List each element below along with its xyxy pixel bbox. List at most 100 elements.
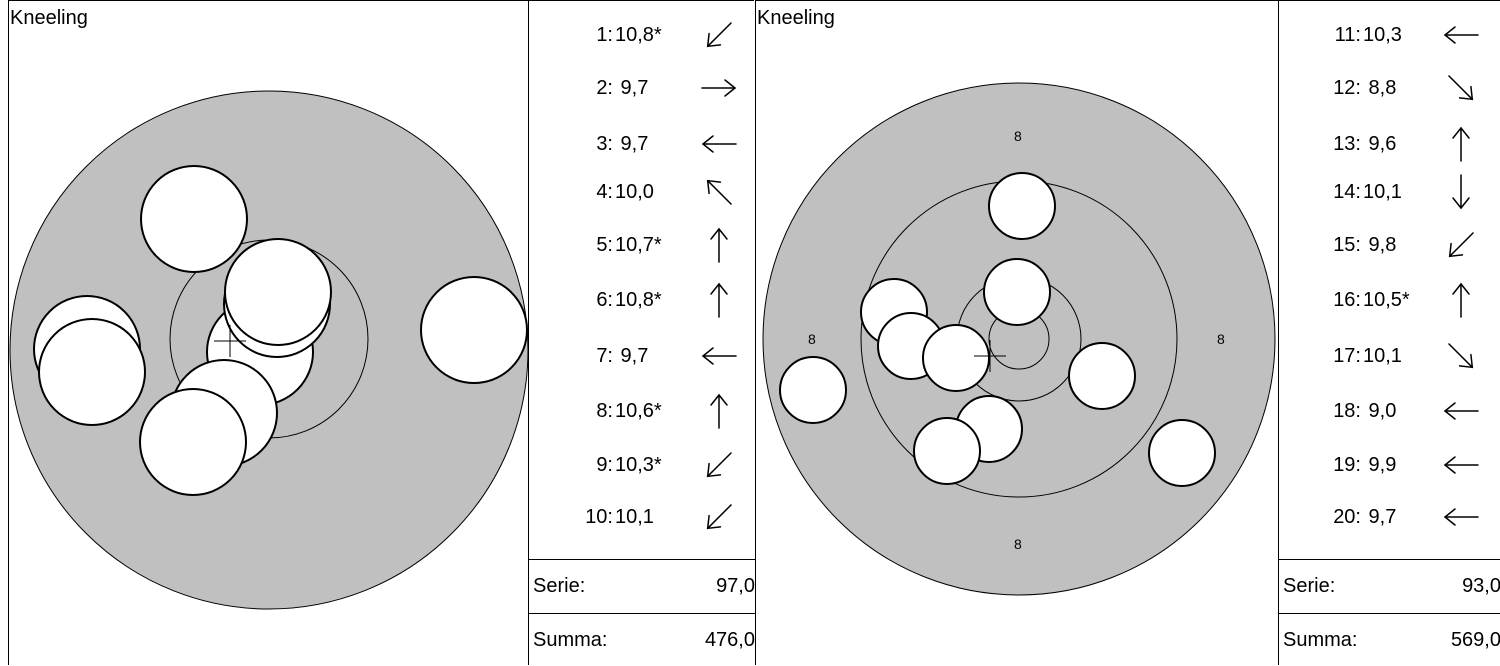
shot-number: 2: [596,77,613,99]
shot-row: 6: 10,8* [529,280,754,320]
direction-arrow-icon [699,124,739,178]
shot-row: 3: 9,7 [529,124,754,164]
shot-hole [913,417,981,485]
shot-hole [140,165,248,273]
shot-score: 9,7 [615,133,649,155]
direction-arrow-icon [1441,445,1481,499]
shot-row: 14: 10,1 [1279,172,1500,212]
shot-number: 4: [596,181,613,203]
shot-number: 12: [1333,77,1361,99]
target-outer-ring [762,82,1276,596]
shot-hole [922,324,990,392]
shot-row: 19: 9,9 [1279,445,1500,485]
shot-number: 14: [1333,181,1361,203]
direction-arrow-icon [699,68,739,122]
target-panel-2: 8 8 8 8 Kneeling [755,0,1278,665]
shot-score: 10,1 [1363,345,1402,367]
shot-score: 10,8* [615,289,662,311]
shot-hole [983,258,1051,326]
shot-score: 10,1 [615,506,654,528]
shot-score: 10,1 [1363,181,1402,203]
direction-arrow-icon [699,280,739,334]
shot-number: 10: [585,506,613,528]
shot-number: 19: [1333,454,1361,476]
shot-score: 10,6* [615,400,662,422]
shot-hole [988,172,1056,240]
shot-list-panel-2: 11: 10,3 12: 8,8 13: 9,6 14: 10,1 15: 9,8 16: 10… [1278,0,1500,665]
shot-hole [779,356,847,424]
shot-row: 20: 9,7 [1279,497,1500,537]
shot-row: 9: 10,3* [529,445,754,485]
shot-score: 8,8 [1363,77,1397,99]
direction-arrow-icon [1441,391,1481,445]
shot-row: 2: 9,7 [529,68,754,108]
target-2: 8 8 8 8 [762,82,1276,596]
shot-hole [38,318,146,426]
aim-cross [214,325,246,357]
shot-number: 8: [596,400,613,422]
direction-arrow-icon [1441,336,1481,390]
shot-hole [1068,342,1136,410]
summa-label: Summa: [533,629,608,651]
shot-row: 13: 9,6 [1279,124,1500,164]
shot-row: 12: 8,8 [1279,68,1500,108]
direction-arrow-icon [1441,124,1481,178]
shot-score: 9,7 [615,345,649,367]
direction-arrow-icon [1441,68,1481,122]
shot-hole [1148,419,1216,487]
shot-row: 8: 10,6* [529,391,754,431]
direction-arrow-icon [1441,15,1481,69]
summa-value: 569,0 [1450,629,1500,651]
direction-arrow-icon [699,391,739,445]
target-panel-1: Kneeling [8,0,529,665]
direction-arrow-icon [699,225,739,279]
shot-list-panel-1: 1: 10,8* 2: 9,7 3: 9,7 4: 10,0 5: 10,7* 6: 10,8* 7… [528,0,755,665]
shot-score: 9,7 [1363,506,1397,528]
shot-row: 17: 10,1 [1279,336,1500,376]
direction-arrow-icon [699,497,739,551]
shot-row: 4: 10,0 [529,172,754,212]
shot-number: 5: [596,234,613,256]
shot-score: 10,3 [1363,24,1402,46]
summa-row: Summa: 569,0 [1279,613,1500,665]
shot-row: 10: 10,1 [529,497,754,537]
shot-score: 9,7 [615,77,649,99]
serie-label: Serie: [533,575,586,597]
shot-score: 10,5* [1363,289,1410,311]
shot-score: 9,8 [1363,234,1397,256]
shot-number: 18: [1333,400,1361,422]
shot-number: 1: [596,24,613,46]
ring-label-right: 8 [1217,331,1225,347]
direction-arrow-icon [699,445,739,499]
direction-arrow-icon [1441,172,1481,226]
direction-arrow-icon [1441,280,1481,334]
shot-score: 9,0 [1363,400,1397,422]
shot-row: 16: 10,5* [1279,280,1500,320]
shot-number: 15: [1333,234,1361,256]
shot-row: 15: 9,8 [1279,225,1500,265]
target-1 [9,90,529,610]
panel-title: Kneeling [757,7,835,29]
direction-arrow-icon [699,15,739,69]
shot-hole [420,276,528,384]
aim-cross [974,340,1006,372]
ring-label-top: 8 [1014,128,1022,144]
shot-score: 10,3* [615,454,662,476]
summa-value: 476,0 [704,629,755,651]
shot-number: 6: [596,289,613,311]
serie-row: Serie: 97,0 [529,559,755,611]
shot-number: 9: [596,454,613,476]
shot-score: 10,8* [615,24,662,46]
shot-score: 10,7* [615,234,662,256]
shot-number: 7: [596,345,613,367]
shot-number: 13: [1333,133,1361,155]
shot-row: 1: 10,8* [529,15,754,55]
shot-row: 11: 10,3 [1279,15,1500,55]
shot-row: 5: 10,7* [529,225,754,265]
direction-arrow-icon [1441,225,1481,279]
serie-row: Serie: 93,0 [1279,559,1500,611]
serie-label: Serie: [1283,575,1336,597]
shot-number: 17: [1333,345,1361,367]
panel-title: Kneeling [10,7,88,29]
shot-number: 3: [596,133,613,155]
